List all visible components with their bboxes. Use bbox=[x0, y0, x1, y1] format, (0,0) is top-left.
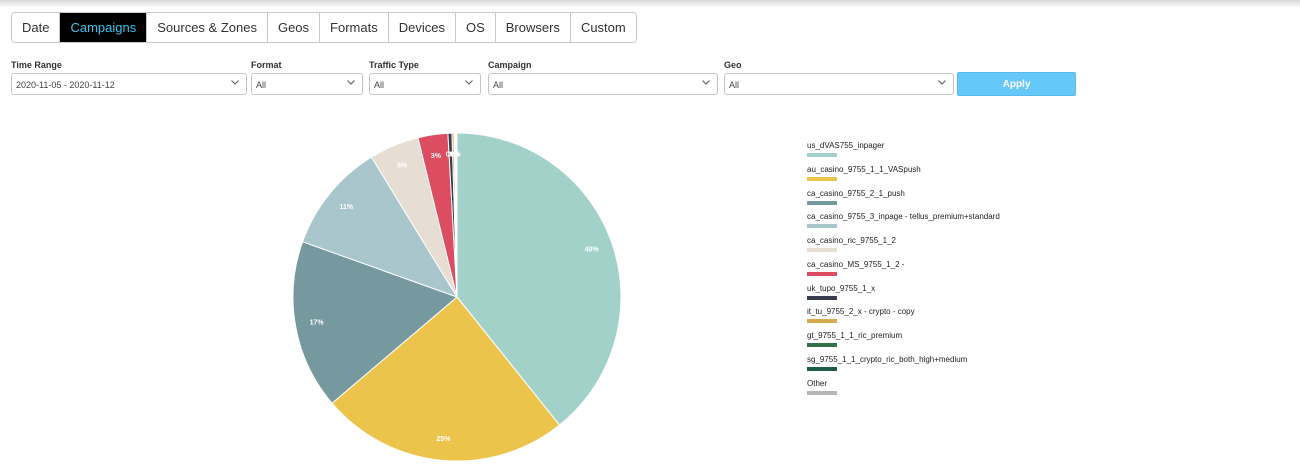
legend-swatch bbox=[807, 248, 837, 252]
format-filter: Format All bbox=[251, 60, 363, 95]
tab-geos[interactable]: Geos bbox=[267, 13, 321, 42]
traffic-type-value: All bbox=[374, 80, 385, 90]
pie-slice-label: 3% bbox=[431, 153, 442, 160]
pie-slice[interactable] bbox=[455, 132, 458, 298]
apply-button[interactable]: Apply bbox=[957, 72, 1076, 96]
legend-swatch bbox=[807, 319, 837, 324]
chevron-down-icon bbox=[702, 80, 710, 85]
legend-item[interactable]: Other bbox=[807, 379, 1000, 403]
legend-item[interactable]: us_dVAS755_inpager bbox=[807, 141, 1000, 165]
pie-slice-label: 25% bbox=[436, 436, 451, 443]
legend-label: sg_9755_1_1_crypto_ric_both_high+medium bbox=[807, 354, 968, 364]
campaign-value: All bbox=[493, 80, 504, 90]
legend-item[interactable]: ca_casino_9755_3_inpage - tellus_premium… bbox=[807, 212, 1000, 236]
legend-swatch bbox=[807, 153, 837, 157]
format-label: Format bbox=[251, 60, 282, 70]
legend-label: gt_9755_1_1_ric_premium bbox=[807, 331, 903, 340]
legend-swatch bbox=[807, 176, 837, 181]
legend-label: ca_casino_ric_9755_1_2 bbox=[807, 236, 896, 245]
geo-label: Geo bbox=[724, 60, 742, 70]
legend-swatch bbox=[807, 343, 837, 347]
legend-swatch bbox=[807, 271, 837, 276]
legend-label: it_tu_9755_2_x - crypto - copy bbox=[807, 307, 915, 317]
legend-swatch bbox=[807, 200, 837, 205]
geo-value: All bbox=[729, 80, 740, 90]
chevron-down-icon bbox=[347, 80, 355, 85]
campaign-select[interactable]: All bbox=[488, 73, 718, 95]
chevron-down-icon bbox=[465, 80, 473, 85]
legend-label: Other bbox=[807, 378, 828, 388]
top-shadow bbox=[0, 0, 1300, 8]
legend-item[interactable]: ca_casino_ric_9755_1_2 bbox=[807, 236, 1000, 260]
tab-browsers[interactable]: Browsers bbox=[495, 13, 571, 42]
tab-formats[interactable]: Formats bbox=[320, 13, 389, 42]
format-value: All bbox=[256, 80, 267, 90]
legend-item[interactable]: uk_tupo_9755_1_x bbox=[807, 284, 1000, 308]
pie-slice-label: 11% bbox=[340, 204, 354, 211]
traffic-type-filter: Traffic Type All bbox=[369, 60, 481, 95]
tab-os[interactable]: OS bbox=[455, 13, 496, 42]
traffic-type-label: Traffic Type bbox=[369, 60, 419, 70]
format-select[interactable]: All bbox=[251, 73, 363, 95]
legend-label: uk_tupo_9755_1_x bbox=[807, 283, 876, 293]
chevron-down-icon bbox=[938, 80, 946, 85]
geo-select[interactable]: All bbox=[724, 73, 954, 95]
tab-custom[interactable]: Custom bbox=[570, 13, 636, 42]
legend-item[interactable]: sg_9755_1_1_crypto_ric_both_high+medium bbox=[807, 355, 1000, 379]
legend-label: ca_casino_MS_9755_1_2 - bbox=[807, 259, 905, 269]
legend-swatch bbox=[807, 366, 837, 371]
pie-slice-label: 40% bbox=[585, 247, 600, 254]
tab-campaigns[interactable]: Campaigns bbox=[60, 13, 148, 42]
geo-filter: Geo All bbox=[724, 60, 954, 95]
campaign-filter: Campaign All bbox=[488, 60, 718, 95]
legend-item[interactable]: it_tu_9755_2_x - crypto - copy bbox=[807, 307, 1000, 331]
report-tabs: Date Campaigns Sources & Zones Geos Form… bbox=[11, 12, 637, 43]
pie-slice[interactable] bbox=[301, 156, 459, 298]
legend-item[interactable]: ca_casino_9755_2_1_push bbox=[807, 189, 1000, 213]
legend-swatch bbox=[807, 224, 837, 229]
pie-slice[interactable] bbox=[456, 132, 622, 426]
legend-item[interactable]: gt_9755_1_1_ric_premium bbox=[807, 331, 1000, 355]
legend-label: ca_casino_9755_3_inpage - tellus_premium… bbox=[807, 212, 1000, 222]
chevron-down-icon bbox=[231, 80, 239, 85]
legend-item[interactable]: ca_casino_MS_9755_1_2 - bbox=[807, 260, 1000, 284]
traffic-type-select[interactable]: All bbox=[369, 73, 481, 95]
pie-slice[interactable] bbox=[331, 296, 561, 462]
pie-slice-label: 17% bbox=[310, 320, 325, 327]
chart-legend: us_dVAS755_inpager au_casino_9755_1_1_VAS… bbox=[807, 141, 1000, 402]
tab-devices[interactable]: Devices bbox=[388, 13, 456, 42]
tab-sources-zones[interactable]: Sources & Zones bbox=[147, 13, 268, 42]
legend-label: ca_casino_9755_2_1_push bbox=[807, 188, 905, 198]
tab-date[interactable]: Date bbox=[12, 13, 61, 42]
pie-slice[interactable] bbox=[292, 241, 458, 404]
legend-swatch bbox=[807, 390, 837, 395]
pie-slice-label: 0% bbox=[446, 151, 457, 158]
pie-slice-label: 0% bbox=[448, 151, 459, 158]
campaign-label: Campaign bbox=[488, 60, 532, 70]
legend-swatch bbox=[807, 295, 837, 300]
pie-slice-label: 5% bbox=[397, 162, 408, 169]
time-range-select[interactable]: 2020-11-05 - 2020-11-12 bbox=[11, 73, 247, 95]
time-range-value: 2020-11-05 - 2020-11-12 bbox=[16, 80, 115, 90]
time-range-filter: Time Range 2020-11-05 - 2020-11-12 bbox=[11, 60, 247, 95]
time-range-label: Time Range bbox=[11, 60, 62, 70]
legend-label: us_dVAS755_inpager bbox=[807, 141, 885, 150]
legend-label: au_casino_9755_1_1_VASpush bbox=[807, 164, 921, 174]
legend-item[interactable]: au_casino_9755_1_1_VASpush bbox=[807, 165, 1000, 189]
